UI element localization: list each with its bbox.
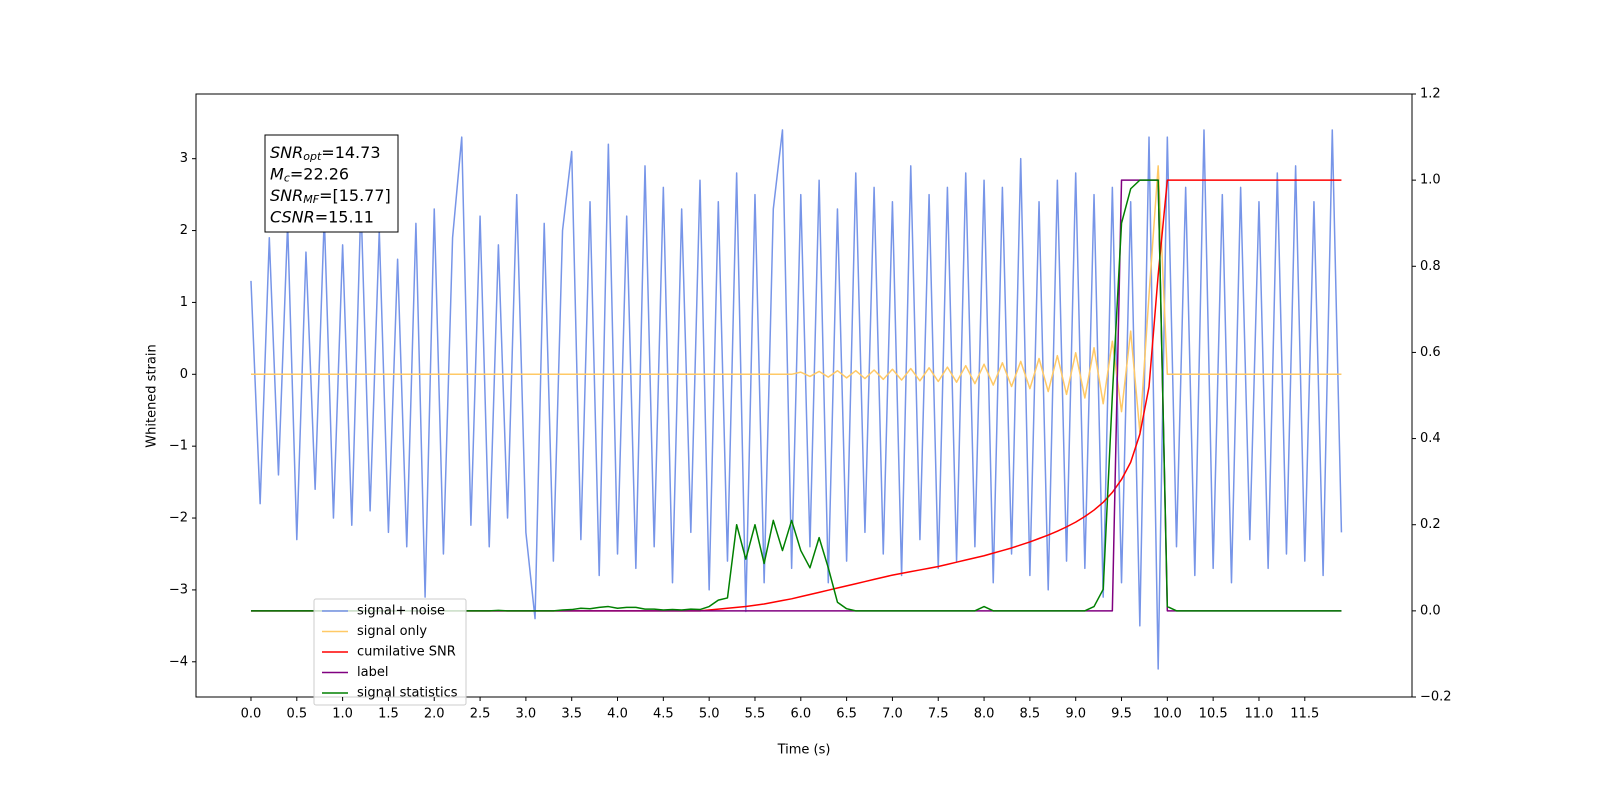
annotation-value: =[15.77] bbox=[319, 186, 391, 205]
x-axis-label: Time (s) bbox=[777, 743, 831, 758]
y-tick-label: 1 bbox=[180, 295, 188, 310]
x-tick-label: 1.0 bbox=[332, 707, 353, 722]
legend-label: signal statistics bbox=[357, 686, 458, 701]
y-tick-label: −4 bbox=[169, 654, 188, 669]
x-tick-label: 2.5 bbox=[470, 707, 491, 722]
annotation-line: SNRMF=[15.77] bbox=[270, 186, 391, 207]
annotation-subscript: c bbox=[284, 172, 290, 185]
annotation-subscript: opt bbox=[303, 150, 322, 163]
y2-tick-label: 0.8 bbox=[1420, 259, 1441, 274]
y-tick-label: 0 bbox=[180, 367, 188, 382]
y-tick-label: 2 bbox=[180, 223, 188, 238]
y2-tick-label: 0.6 bbox=[1420, 345, 1441, 360]
x-tick-label: 5.0 bbox=[699, 707, 720, 722]
annotation-value: =15.11 bbox=[315, 207, 374, 226]
x-tick-label: 2.0 bbox=[424, 707, 445, 722]
axes-frame bbox=[195, 93, 1413, 698]
x-tick-label: 11.5 bbox=[1290, 707, 1319, 722]
legend-box bbox=[313, 598, 467, 706]
legend-label: cumilative SNR bbox=[357, 645, 456, 660]
annotation-line: SNRopt=14.73 bbox=[270, 143, 381, 164]
x-tick-label: 0.0 bbox=[241, 707, 262, 722]
x-tick-label: 11.0 bbox=[1244, 707, 1273, 722]
y2-tick-label: 1.0 bbox=[1420, 173, 1441, 188]
legend-label: label bbox=[357, 665, 388, 680]
y2-tick-label: 0.4 bbox=[1420, 431, 1441, 446]
y-tick-label: −2 bbox=[169, 511, 188, 526]
x-tick-label: 10.0 bbox=[1153, 707, 1182, 722]
x-tick-label: 6.0 bbox=[790, 707, 811, 722]
x-tick-label: 4.0 bbox=[607, 707, 628, 722]
y2-tick-label: 0.0 bbox=[1420, 603, 1441, 618]
series-line bbox=[250, 129, 1343, 670]
series-line bbox=[250, 165, 1342, 433]
x-tick-label: 5.5 bbox=[745, 707, 766, 722]
y2-tick-label: 1.2 bbox=[1420, 87, 1441, 102]
annotation-line: CSNR=15.11 bbox=[270, 207, 374, 226]
x-tick-label: 8.5 bbox=[1020, 707, 1041, 722]
y-tick-label: −1 bbox=[169, 439, 188, 454]
y2-tick-label: −0.2 bbox=[1420, 690, 1452, 705]
annotation-value: =22.26 bbox=[290, 164, 349, 183]
annotation-symbol: CSNR bbox=[270, 207, 315, 226]
annotation-symbol: SNR bbox=[270, 186, 303, 205]
x-tick-label: 8.0 bbox=[974, 707, 995, 722]
annotation-line: Mc=22.26 bbox=[270, 164, 349, 185]
annotation-value: =14.73 bbox=[321, 143, 380, 162]
y2-tick-label: 0.2 bbox=[1420, 517, 1441, 532]
x-tick-label: 1.5 bbox=[378, 707, 399, 722]
y-tick-label: 3 bbox=[180, 151, 188, 166]
x-tick-label: 10.5 bbox=[1199, 707, 1228, 722]
x-tick-label: 9.0 bbox=[1065, 707, 1086, 722]
y-tick-label: −3 bbox=[169, 582, 188, 597]
x-tick-label: 3.0 bbox=[516, 707, 537, 722]
annotation-symbol: M bbox=[270, 164, 284, 183]
y-axis-label: Whitened strain bbox=[145, 344, 160, 447]
x-tick-label: 3.5 bbox=[561, 707, 582, 722]
annotation-subscript: MF bbox=[303, 193, 319, 206]
x-tick-label: 4.5 bbox=[653, 707, 674, 722]
legend: signal+ noise signal only cumilative SNR la… bbox=[313, 598, 467, 706]
x-tick-label: 7.5 bbox=[928, 707, 949, 722]
legend-label: signal only bbox=[357, 624, 427, 639]
annotation: SNRopt=14.73Mc=22.26SNRMF=[15.77]CSNR=15… bbox=[270, 143, 391, 227]
x-tick-label: 6.5 bbox=[836, 707, 857, 722]
annotation-box bbox=[264, 134, 399, 233]
legend-label: signal+ noise bbox=[357, 604, 445, 619]
annotation-symbol: SNR bbox=[270, 143, 303, 162]
x-tick-label: 0.5 bbox=[286, 707, 307, 722]
x-tick-label: 7.0 bbox=[882, 707, 903, 722]
x-tick-label: 9.5 bbox=[1111, 707, 1132, 722]
